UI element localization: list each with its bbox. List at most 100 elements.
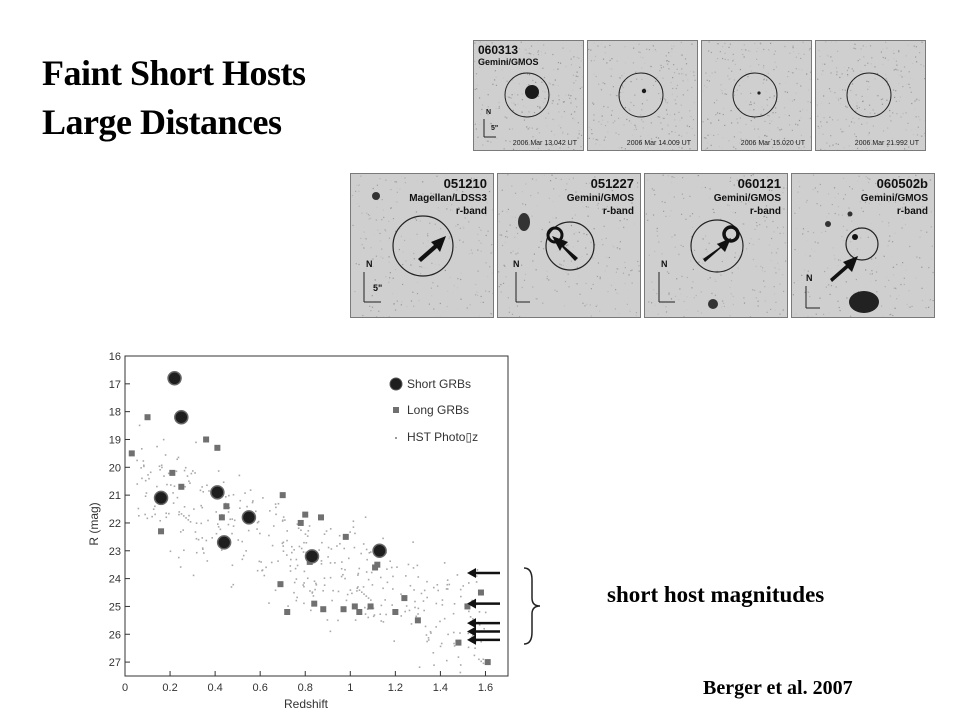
panel-instrument: Gemini/GMOS bbox=[860, 193, 928, 204]
arrow-left-icon bbox=[467, 568, 500, 579]
hst-dot bbox=[277, 560, 279, 562]
hst-dot bbox=[227, 523, 230, 526]
hst-dot bbox=[300, 529, 302, 532]
hst-dot bbox=[414, 606, 416, 609]
long-grb-point bbox=[279, 492, 286, 499]
hst-dot bbox=[163, 475, 165, 477]
hst-dot bbox=[456, 574, 459, 576]
hst-dot bbox=[331, 599, 333, 602]
hst-dot bbox=[425, 634, 428, 636]
hst-dot bbox=[271, 544, 274, 547]
hst-dot bbox=[178, 511, 181, 513]
panel-instrument: Gemini/GMOS bbox=[713, 193, 781, 204]
hst-dot bbox=[475, 575, 478, 577]
hst-dot bbox=[165, 512, 167, 515]
hst-dot bbox=[327, 546, 330, 549]
noise-texture bbox=[588, 41, 697, 150]
hst-dot bbox=[432, 651, 435, 654]
hst-dot bbox=[268, 602, 270, 604]
hst-dot bbox=[448, 583, 451, 586]
hst-dot bbox=[189, 521, 192, 523]
hst-dot bbox=[205, 539, 208, 542]
image-panel-bottom-2: 051227 Gemini/GMOS r-band N bbox=[497, 173, 641, 318]
hst-dot bbox=[263, 574, 266, 577]
hst-dot bbox=[484, 611, 487, 614]
hst-dot bbox=[231, 564, 234, 567]
hst-dot bbox=[252, 500, 254, 502]
hst-dot bbox=[138, 424, 141, 427]
hst-dot bbox=[161, 466, 163, 469]
hst-dot bbox=[231, 532, 233, 535]
hst-dot bbox=[422, 600, 425, 602]
hst-dot bbox=[282, 550, 285, 552]
long-grb-point bbox=[392, 609, 399, 615]
hst-dot bbox=[195, 522, 198, 524]
hst-dot bbox=[296, 564, 299, 567]
legend-marker-short bbox=[389, 377, 403, 391]
hst-dot bbox=[282, 516, 285, 518]
hst-dot bbox=[435, 626, 437, 628]
hst-dot bbox=[207, 519, 209, 522]
hst-dot bbox=[215, 511, 218, 513]
hst-dot bbox=[459, 671, 462, 674]
hst-dot bbox=[158, 465, 161, 468]
hst-dot bbox=[297, 527, 300, 530]
hst-dot bbox=[261, 569, 263, 572]
legend-label-long: Long GRBs bbox=[407, 403, 469, 417]
hst-dot bbox=[330, 548, 333, 550]
hst-dot bbox=[260, 561, 262, 563]
hst-dot bbox=[186, 475, 189, 477]
hst-dot bbox=[311, 592, 314, 594]
noise-texture bbox=[351, 174, 493, 317]
hst-dot bbox=[360, 591, 363, 593]
hst-dot bbox=[142, 460, 145, 462]
hst-dot bbox=[396, 566, 398, 568]
long-grb-point bbox=[203, 436, 210, 443]
long-grb-point bbox=[284, 609, 291, 615]
hst-dot bbox=[305, 541, 308, 544]
panel-id: 060313 bbox=[478, 43, 519, 57]
hst-dot bbox=[344, 577, 346, 580]
aperture-circle bbox=[845, 227, 879, 261]
long-grb-point bbox=[223, 503, 230, 510]
hst-dot bbox=[201, 547, 204, 549]
hst-dot bbox=[194, 531, 197, 533]
hst-dot bbox=[453, 642, 455, 645]
hst-dot bbox=[254, 510, 257, 513]
long-grb-point bbox=[401, 595, 408, 602]
hst-dot bbox=[439, 620, 441, 623]
hst-dot bbox=[215, 532, 218, 535]
noise-texture bbox=[702, 41, 811, 150]
hst-dot bbox=[302, 551, 305, 553]
hst-dot bbox=[217, 470, 220, 472]
hst-dot bbox=[206, 484, 208, 487]
hst-dot bbox=[182, 515, 185, 517]
hst-dot bbox=[380, 604, 383, 607]
hst-dot bbox=[323, 577, 326, 580]
short-grb-series bbox=[153, 371, 387, 564]
x-tick-label: 1.2 bbox=[388, 682, 403, 694]
hst-dot bbox=[231, 518, 234, 520]
short-grb-point bbox=[304, 549, 320, 564]
hst-dot bbox=[164, 454, 167, 456]
hst-dot bbox=[192, 470, 194, 472]
y-tick-label: 24 bbox=[109, 574, 121, 586]
hst-dot bbox=[370, 599, 372, 601]
hst-dot bbox=[156, 485, 158, 488]
x-tick-label: 0 bbox=[122, 682, 128, 694]
hst-dot bbox=[384, 599, 386, 601]
hst-dot bbox=[482, 662, 485, 665]
hst-dot bbox=[202, 491, 205, 493]
y-tick-label: 17 bbox=[109, 379, 121, 391]
hst-dot bbox=[417, 576, 420, 578]
y-tick-label: 19 bbox=[109, 434, 121, 446]
hst-dot bbox=[365, 571, 368, 573]
hst-dot bbox=[306, 577, 309, 580]
hst-dot bbox=[146, 517, 149, 520]
panel-band: r-band bbox=[455, 206, 487, 217]
hst-dot bbox=[183, 506, 186, 508]
hst-dot bbox=[480, 640, 482, 643]
hst-dot bbox=[172, 492, 174, 494]
hst-dot bbox=[195, 537, 198, 540]
hst-dot bbox=[293, 591, 295, 594]
